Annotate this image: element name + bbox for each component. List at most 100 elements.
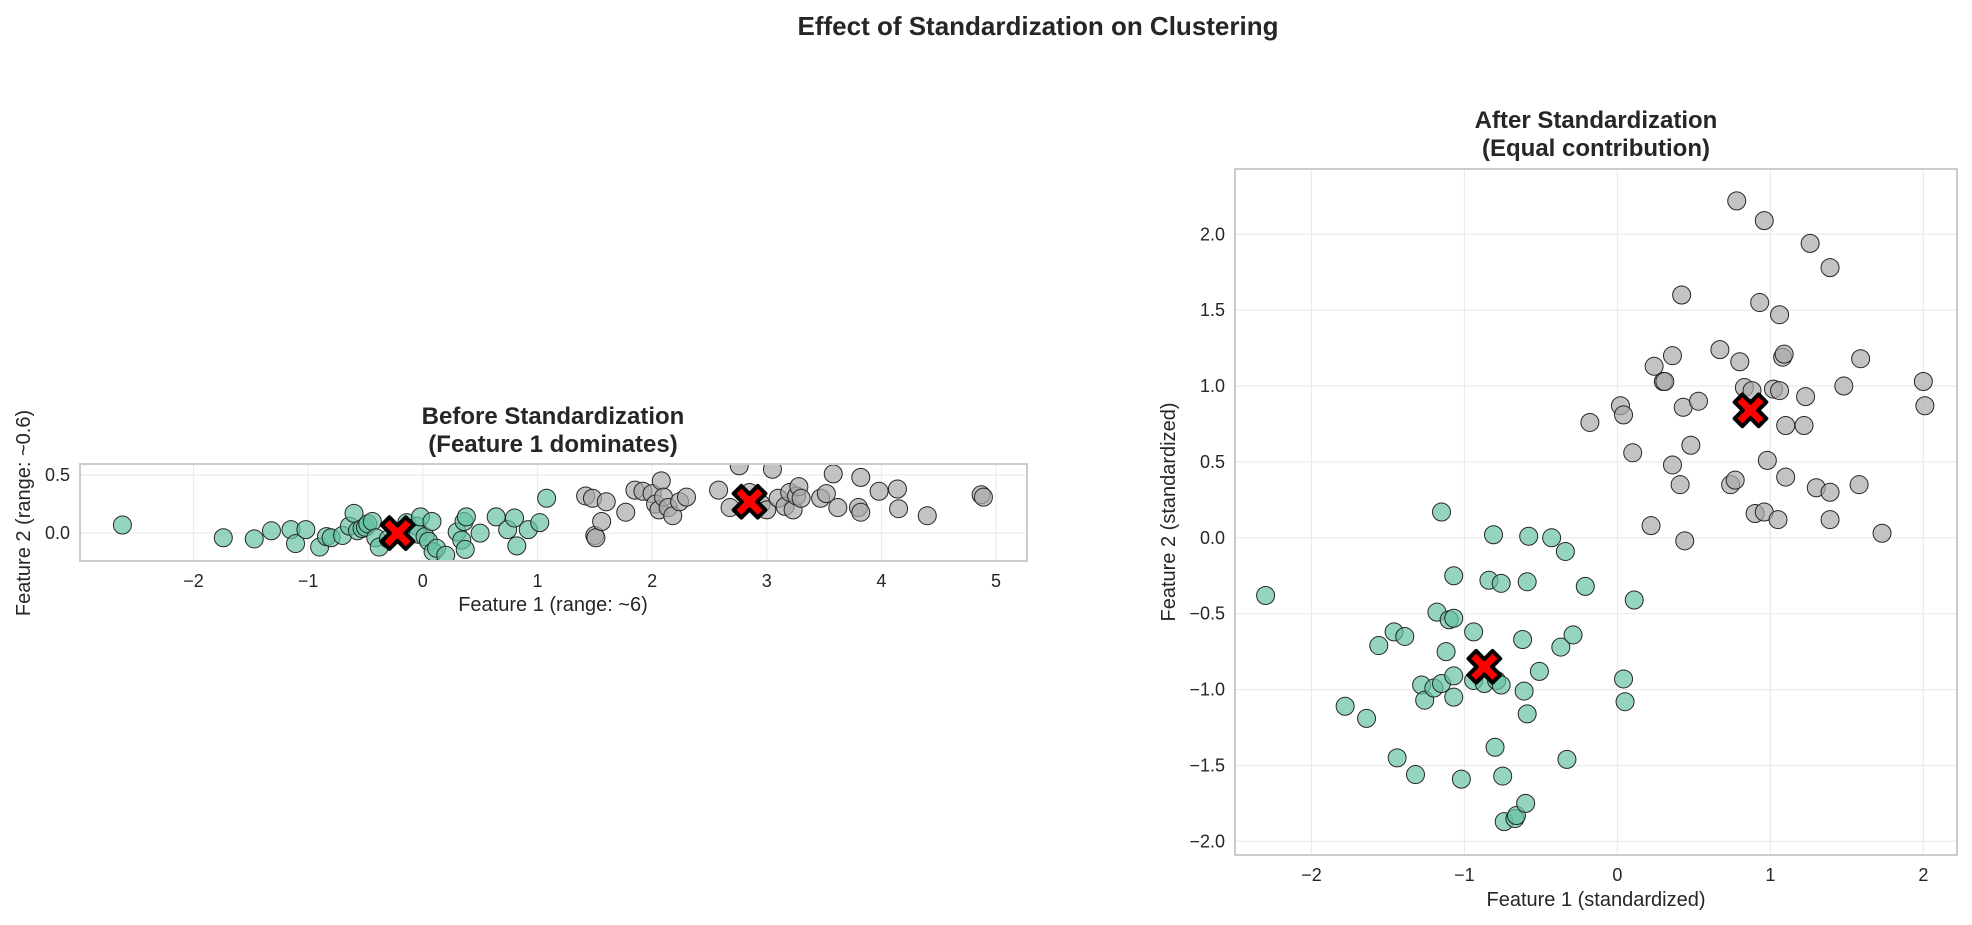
after-title-line-1: After Standardization: [1475, 107, 1718, 134]
scatter-point: [1256, 585, 1276, 605]
scatter-point: [1849, 475, 1869, 495]
scatter-point: [530, 513, 550, 533]
after-x-tick-label: 2: [1918, 865, 1928, 885]
scatter-point: [1730, 352, 1750, 372]
scatter-point: [586, 528, 606, 548]
scatter-point: [1776, 467, 1796, 487]
after-y-ticks: −2.0 −1.5 −1.0 −0.5 0.0 0.5 1.0 1.5 2.0: [1189, 224, 1225, 851]
scatter-point: [456, 507, 476, 527]
after-centroids: [1466, 392, 1769, 685]
scatter-point: [1800, 233, 1820, 253]
scatter-point: [286, 534, 306, 554]
scatter-point: [1451, 769, 1471, 789]
after-y-tick-label: 0.5: [1200, 452, 1225, 472]
scatter-point: [296, 520, 316, 540]
scatter-point: [1750, 293, 1770, 313]
scatter-point: [1820, 258, 1840, 278]
scatter-point: [651, 471, 671, 491]
scatter-point: [1542, 528, 1562, 548]
after-y-tick-label: 0.0: [1200, 528, 1225, 548]
scatter-point: [1444, 666, 1464, 686]
before-title-line-1: Before Standardization: [422, 403, 685, 430]
scatter-point: [1335, 696, 1355, 716]
scatter-point: [1662, 346, 1682, 366]
after-y-tick-label: 1.0: [1200, 376, 1225, 396]
scatter-point: [1444, 687, 1464, 707]
after-marks: [1256, 191, 1935, 832]
centroid-x-marker: [1732, 392, 1769, 429]
scatter-point: [1794, 415, 1814, 435]
before-x-tick-label: 5: [991, 571, 1001, 591]
before-x-axis-label: Feature 1 (range: ~6): [458, 594, 648, 616]
before-title-line-2: (Feature 1 dominates): [428, 431, 677, 458]
scatter-point: [828, 498, 848, 518]
after-axes-frame: [1234, 168, 1958, 856]
before-series-cluster-0: [112, 488, 557, 561]
scatter-point: [436, 545, 456, 561]
scatter-point: [1615, 692, 1635, 712]
scatter-point: [1444, 566, 1464, 586]
scatter-point: [1913, 371, 1933, 391]
scatter-point: [1851, 349, 1871, 369]
scatter-point: [1557, 749, 1577, 769]
scatter-point: [676, 487, 696, 507]
after-y-tick-label: −1.0: [1189, 680, 1225, 700]
after-series-cluster-1: [1580, 191, 1935, 551]
scatter-point: [1623, 443, 1643, 463]
scatter-point: [455, 539, 475, 559]
scatter-point: [1727, 191, 1747, 211]
before-y-axis-label: Feature 2 (range: ~0.6): [13, 410, 35, 616]
scatter-point: [1369, 636, 1389, 656]
scatter-point: [1513, 629, 1533, 649]
centroid-x-marker: [1466, 648, 1503, 685]
scatter-point: [1688, 391, 1708, 411]
scatter-point: [869, 481, 889, 501]
scatter-point: [1644, 356, 1664, 376]
axes-after-standardization: After Standardization (Equal contributio…: [1158, 107, 1958, 911]
scatter-point: [887, 479, 907, 499]
after-y-tick-label: −2.0: [1189, 831, 1225, 851]
scatter-point: [1624, 590, 1644, 610]
scatter-point: [823, 464, 843, 484]
scatter-point: [362, 512, 382, 531]
axes-before-standardization: Before Standardization (Feature 1 domina…: [13, 403, 1028, 616]
scatter-point: [1754, 211, 1774, 231]
scatter-point: [1491, 573, 1511, 593]
before-x-tick-label: 3: [762, 571, 772, 591]
scatter-point: [505, 508, 525, 528]
scatter-point: [112, 515, 132, 535]
after-y-tick-label: 1.5: [1200, 300, 1225, 320]
after-x-tick-label: −1: [1454, 865, 1475, 885]
scatter-point: [1834, 376, 1854, 396]
after-y-axis-label: Feature 2 (standardized): [1158, 402, 1180, 621]
scatter-point: [973, 487, 993, 507]
scatter-point: [1915, 396, 1935, 416]
scatter-point: [917, 506, 937, 526]
scatter-point: [851, 467, 871, 487]
scatter-point: [1493, 766, 1513, 786]
before-y-tick-label: 0.0: [45, 523, 70, 543]
scatter-point: [1406, 765, 1425, 785]
scatter-point: [1614, 405, 1634, 425]
after-series-cluster-0: [1256, 502, 1644, 832]
scatter-point: [1517, 704, 1537, 724]
after-y-tick-label: −0.5: [1189, 604, 1225, 624]
scatter-point: [1710, 340, 1730, 360]
centroid-x-marker: [379, 515, 416, 551]
before-y-ticks: 0.0 0.5: [45, 465, 70, 543]
before-centroids: [379, 483, 768, 551]
scatter-point: [507, 536, 527, 556]
after-title-line-2: (Equal contribution): [1482, 135, 1710, 162]
scatter-point: [889, 499, 909, 519]
scatter-point: [1757, 450, 1777, 470]
scatter-point: [1395, 626, 1415, 646]
scatter-point: [1614, 669, 1634, 689]
after-y-tick-label: 2.0: [1200, 224, 1225, 244]
after-grid: [1235, 169, 1957, 855]
scatter-point: [1551, 637, 1571, 657]
before-marks: [112, 464, 993, 561]
scatter-point: [1357, 708, 1377, 728]
scatter-point: [470, 523, 490, 543]
scatter-point: [1662, 455, 1682, 475]
